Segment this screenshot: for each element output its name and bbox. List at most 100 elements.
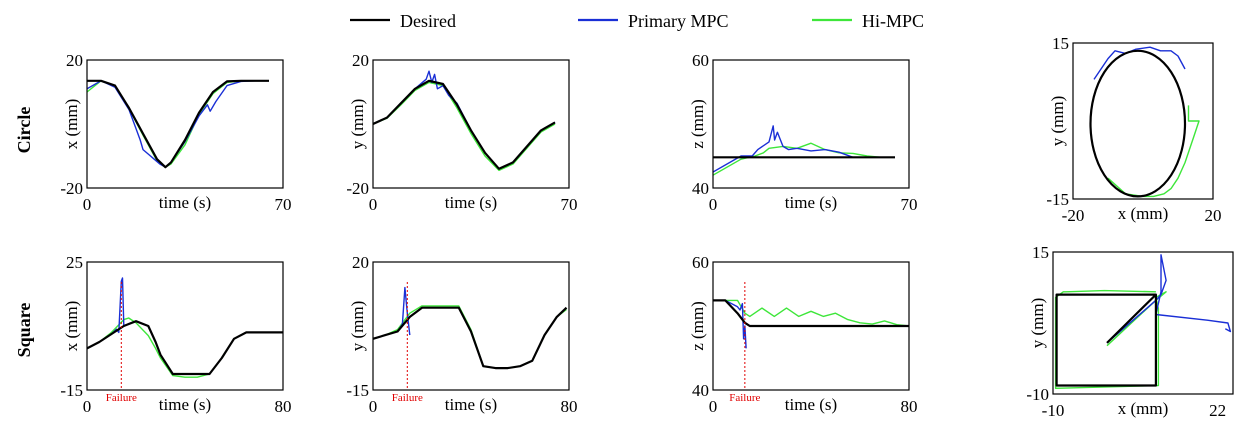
row-label-square: Square — [14, 303, 34, 358]
panel-4: 15 -15-20 20 x (mm) y (mm) — [1046, 34, 1221, 225]
x-axis-label: time (s) — [785, 193, 837, 212]
plot-area — [713, 299, 909, 349]
y-axis-label: y (mm) — [1028, 298, 1047, 349]
x-tick-min: 0 — [83, 397, 92, 416]
y-tick-min: -10 — [1026, 385, 1049, 404]
legend: Desired Primary MPC Hi-MPC — [350, 11, 924, 31]
y-tick-max: 20 — [66, 51, 83, 70]
failure-label: Failure — [729, 392, 760, 404]
plot-area — [87, 79, 269, 169]
failure-label: Failure — [106, 392, 137, 404]
y-tick-min: -20 — [60, 179, 83, 198]
x-tick-min: 0 — [369, 195, 378, 214]
x-axis-label: time (s) — [159, 395, 211, 414]
row-label-circle: Circle — [14, 107, 34, 154]
x-tick-min: 0 — [369, 397, 378, 416]
y-tick-max: 20 — [352, 253, 369, 272]
plot-area — [373, 70, 556, 172]
legend-label-primary-mpc: Primary MPC — [628, 11, 729, 31]
series-primary-mpc — [713, 299, 747, 349]
series-hi-mpc — [713, 299, 909, 327]
y-axis-label: z (mm) — [688, 301, 707, 351]
x-axis-label: time (s) — [445, 193, 497, 212]
x-tick-max: 70 — [561, 195, 578, 214]
y-tick-max: 20 — [352, 51, 369, 70]
failure-label: Failure — [392, 392, 423, 404]
x-tick-min: -20 — [1062, 206, 1085, 225]
plot-area — [1054, 254, 1232, 389]
plot-area — [1089, 46, 1200, 198]
panel-8: 15 -10-10 22 x (mm) y (mm) — [1026, 243, 1234, 420]
series-primary-mpc — [1106, 254, 1232, 344]
x-axis-label: time (s) — [785, 395, 837, 414]
y-tick-max: 15 — [1032, 243, 1049, 262]
series-primary-mpc — [373, 286, 411, 340]
legend-label-hi-mpc: Hi-MPC — [862, 11, 924, 31]
y-tick-min: 40 — [692, 381, 709, 400]
y-tick-max: 25 — [66, 253, 83, 272]
y-axis-label: x (mm) — [62, 301, 81, 352]
series-desired — [87, 79, 269, 169]
series-hi-mpc — [87, 317, 283, 378]
series-hi-mpc — [373, 81, 556, 172]
axes-frame — [372, 261, 570, 391]
x-tick-max: 70 — [275, 195, 292, 214]
panel-6: Failure 20 -150 80 time (s) y (mm) — [346, 253, 577, 416]
panel-1: 20 -200 70 time (s) x (mm) — [60, 51, 291, 214]
x-tick-min: 0 — [83, 195, 92, 214]
x-tick-min: 0 — [709, 195, 718, 214]
y-axis-label: z (mm) — [688, 99, 707, 149]
x-tick-max: 22 — [1209, 401, 1226, 420]
x-tick-min: 0 — [709, 397, 718, 416]
series-primary-mpc — [713, 125, 854, 173]
x-axis-label: x (mm) — [1118, 399, 1169, 418]
legend-label-desired: Desired — [400, 11, 456, 31]
series-desired — [713, 299, 909, 328]
y-axis-label: y (mm) — [348, 99, 367, 150]
axes-frame — [372, 59, 570, 189]
x-tick-max: 80 — [901, 397, 918, 416]
plot-area — [87, 277, 283, 378]
series-desired — [1055, 293, 1157, 387]
y-axis-label: x (mm) — [62, 99, 81, 150]
axes-frame — [712, 59, 910, 189]
panel-3: 60 400 70 time (s) z (mm) — [688, 51, 918, 214]
series-desired — [373, 306, 568, 370]
axes-frame — [712, 261, 910, 391]
series-desired — [373, 79, 556, 170]
x-tick-max: 80 — [275, 397, 292, 416]
y-axis-label: y (mm) — [1048, 96, 1067, 147]
x-tick-min: -10 — [1042, 401, 1065, 420]
x-axis-label: time (s) — [159, 193, 211, 212]
y-tick-max: 15 — [1052, 34, 1069, 53]
y-tick-min: -15 — [60, 381, 83, 400]
series-desired — [1089, 49, 1187, 198]
series-hi-mpc — [373, 305, 567, 369]
y-tick-min: 40 — [692, 179, 709, 198]
y-tick-min: -20 — [346, 179, 369, 198]
axes-frame — [86, 261, 284, 391]
y-tick-max: 60 — [692, 253, 709, 272]
plot-area — [373, 286, 568, 370]
axes-frame — [1052, 251, 1234, 395]
plot-area — [713, 125, 895, 176]
y-tick-min: -15 — [346, 381, 369, 400]
panel-2: 20 -200 70 time (s) y (mm) — [346, 51, 577, 214]
series-primary-mpc — [1093, 46, 1186, 80]
x-tick-max: 80 — [561, 397, 578, 416]
x-axis-label: time (s) — [445, 395, 497, 414]
axes-frame — [86, 59, 284, 189]
y-tick-min: -15 — [1046, 190, 1069, 209]
y-axis-label: y (mm) — [348, 301, 367, 352]
panel-5: Failure 25 -150 80 time (s) x (mm) — [60, 253, 291, 416]
x-axis-label: x (mm) — [1118, 204, 1169, 223]
x-tick-max: 70 — [901, 195, 918, 214]
x-tick-max: 20 — [1205, 206, 1222, 225]
series-hi-mpc — [713, 142, 895, 176]
y-tick-max: 60 — [692, 51, 709, 70]
axes-frame — [1072, 42, 1214, 200]
series-hi-mpc — [1054, 289, 1167, 389]
panel-7: Failure 60 400 80 time (s) z (mm) — [688, 253, 918, 416]
series-hi-mpc — [87, 80, 269, 168]
